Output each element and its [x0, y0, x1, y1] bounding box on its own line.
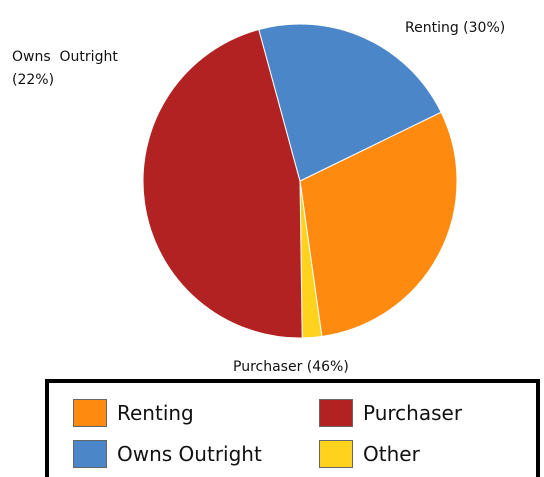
- legend-swatch-purchaser: [319, 399, 353, 427]
- legend-label-renting: Renting: [117, 401, 194, 425]
- chart-legend: Renting Purchaser Owns Outright Other: [45, 379, 540, 477]
- pie-slice-purchaser: [142, 28, 303, 339]
- legend-item-purchaser: Purchaser: [319, 399, 462, 427]
- legend-item-owns-outright: Owns Outright: [73, 440, 262, 468]
- slice-label-renting: Renting (30%): [405, 20, 505, 36]
- pie-slices: [142, 23, 458, 339]
- slice-label-purchaser: Purchaser (46%): [233, 359, 349, 375]
- legend-swatch-owns-outright: [73, 440, 107, 468]
- legend-swatch-renting: [73, 399, 107, 427]
- legend-label-other: Other: [363, 442, 420, 466]
- legend-swatch-other: [319, 440, 353, 468]
- legend-label-owns-outright: Owns Outright: [117, 442, 262, 466]
- slice-label-owns-outright-line1: Owns Outright: [12, 49, 118, 65]
- pie-slice-owns-outright: [258, 23, 442, 182]
- legend-label-purchaser: Purchaser: [363, 401, 463, 425]
- slice-label-owns-outright-line2: (22%): [12, 72, 54, 88]
- legend-item-renting: Renting: [73, 399, 194, 427]
- legend-item-other: Other: [319, 440, 420, 468]
- pie-slice-renting: [299, 111, 458, 338]
